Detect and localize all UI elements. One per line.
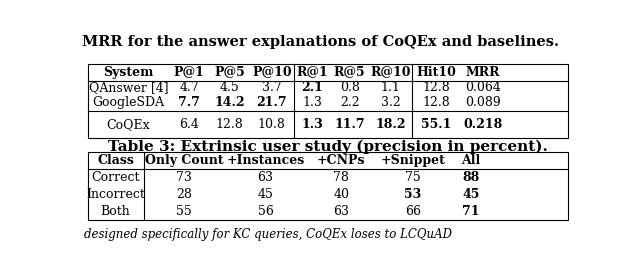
Text: 3.7: 3.7 — [262, 81, 282, 94]
Text: 6.4: 6.4 — [179, 118, 199, 131]
Text: R@10: R@10 — [370, 66, 411, 79]
Text: 1.3: 1.3 — [301, 118, 323, 131]
Text: 1.1: 1.1 — [380, 81, 401, 94]
Text: 10.8: 10.8 — [258, 118, 285, 131]
Text: System: System — [103, 66, 154, 79]
Text: 40: 40 — [333, 188, 349, 201]
Text: +Instances: +Instances — [227, 154, 305, 167]
Text: R@5: R@5 — [334, 66, 365, 79]
Bar — [88, 152, 568, 220]
Text: P@5: P@5 — [214, 66, 245, 79]
Text: 55: 55 — [177, 205, 192, 218]
Text: Class: Class — [97, 154, 134, 167]
Text: P@1: P@1 — [174, 66, 205, 79]
Text: 45: 45 — [462, 188, 479, 201]
Text: 12.8: 12.8 — [422, 81, 451, 94]
Text: 63: 63 — [333, 205, 349, 218]
Text: 11.7: 11.7 — [334, 118, 365, 131]
Text: Correct: Correct — [92, 171, 140, 184]
Text: 71: 71 — [462, 205, 480, 218]
Text: +CNPs: +CNPs — [317, 154, 365, 167]
Text: Table 3: Extrinsic user study (precision in percent).: Table 3: Extrinsic user study (precision… — [108, 140, 548, 154]
Text: Incorrect: Incorrect — [86, 188, 145, 201]
Text: MRR: MRR — [466, 66, 500, 79]
Text: 0.218: 0.218 — [463, 118, 502, 131]
Text: QAnswer [4]: QAnswer [4] — [88, 81, 168, 94]
Text: MRR for the answer explanations of CoQEx and baselines.: MRR for the answer explanations of CoQEx… — [83, 35, 559, 49]
Text: Only Count: Only Count — [145, 154, 223, 167]
Text: 55.1: 55.1 — [421, 118, 452, 131]
Text: 66: 66 — [405, 205, 421, 218]
Text: 2.1: 2.1 — [301, 81, 323, 94]
Text: 2.2: 2.2 — [340, 96, 360, 109]
Text: P@10: P@10 — [252, 66, 292, 79]
Text: 14.2: 14.2 — [214, 96, 245, 109]
Text: Both: Both — [100, 205, 131, 218]
Text: 0.8: 0.8 — [340, 81, 360, 94]
Text: All: All — [461, 154, 481, 167]
Text: 12.8: 12.8 — [422, 96, 451, 109]
Text: 12.8: 12.8 — [216, 118, 243, 131]
Text: 28: 28 — [176, 188, 192, 201]
Text: GoogleSDA: GoogleSDA — [92, 96, 164, 109]
Text: 53: 53 — [404, 188, 422, 201]
Text: 7.7: 7.7 — [179, 96, 200, 109]
Text: CoQEx: CoQEx — [107, 118, 150, 131]
Text: 1.3: 1.3 — [303, 96, 323, 109]
Text: 21.7: 21.7 — [257, 96, 287, 109]
Text: +Snippet: +Snippet — [380, 154, 445, 167]
Text: 75: 75 — [405, 171, 420, 184]
Text: 18.2: 18.2 — [375, 118, 406, 131]
Text: 88: 88 — [462, 171, 479, 184]
Text: 45: 45 — [258, 188, 273, 201]
Text: R@1: R@1 — [296, 66, 328, 79]
Text: 4.5: 4.5 — [220, 81, 239, 94]
Text: 4.7: 4.7 — [179, 81, 199, 94]
Text: 73: 73 — [176, 171, 192, 184]
Text: Hit10: Hit10 — [417, 66, 456, 79]
Text: 0.089: 0.089 — [465, 96, 501, 109]
Text: 63: 63 — [258, 171, 274, 184]
Text: 56: 56 — [258, 205, 273, 218]
Text: designed specifically for KC queries, CoQEx loses to LCQuAD: designed specifically for KC queries, Co… — [84, 228, 452, 241]
Text: 0.064: 0.064 — [465, 81, 501, 94]
Text: 3.2: 3.2 — [381, 96, 400, 109]
Bar — [88, 64, 568, 138]
Text: 78: 78 — [333, 171, 349, 184]
